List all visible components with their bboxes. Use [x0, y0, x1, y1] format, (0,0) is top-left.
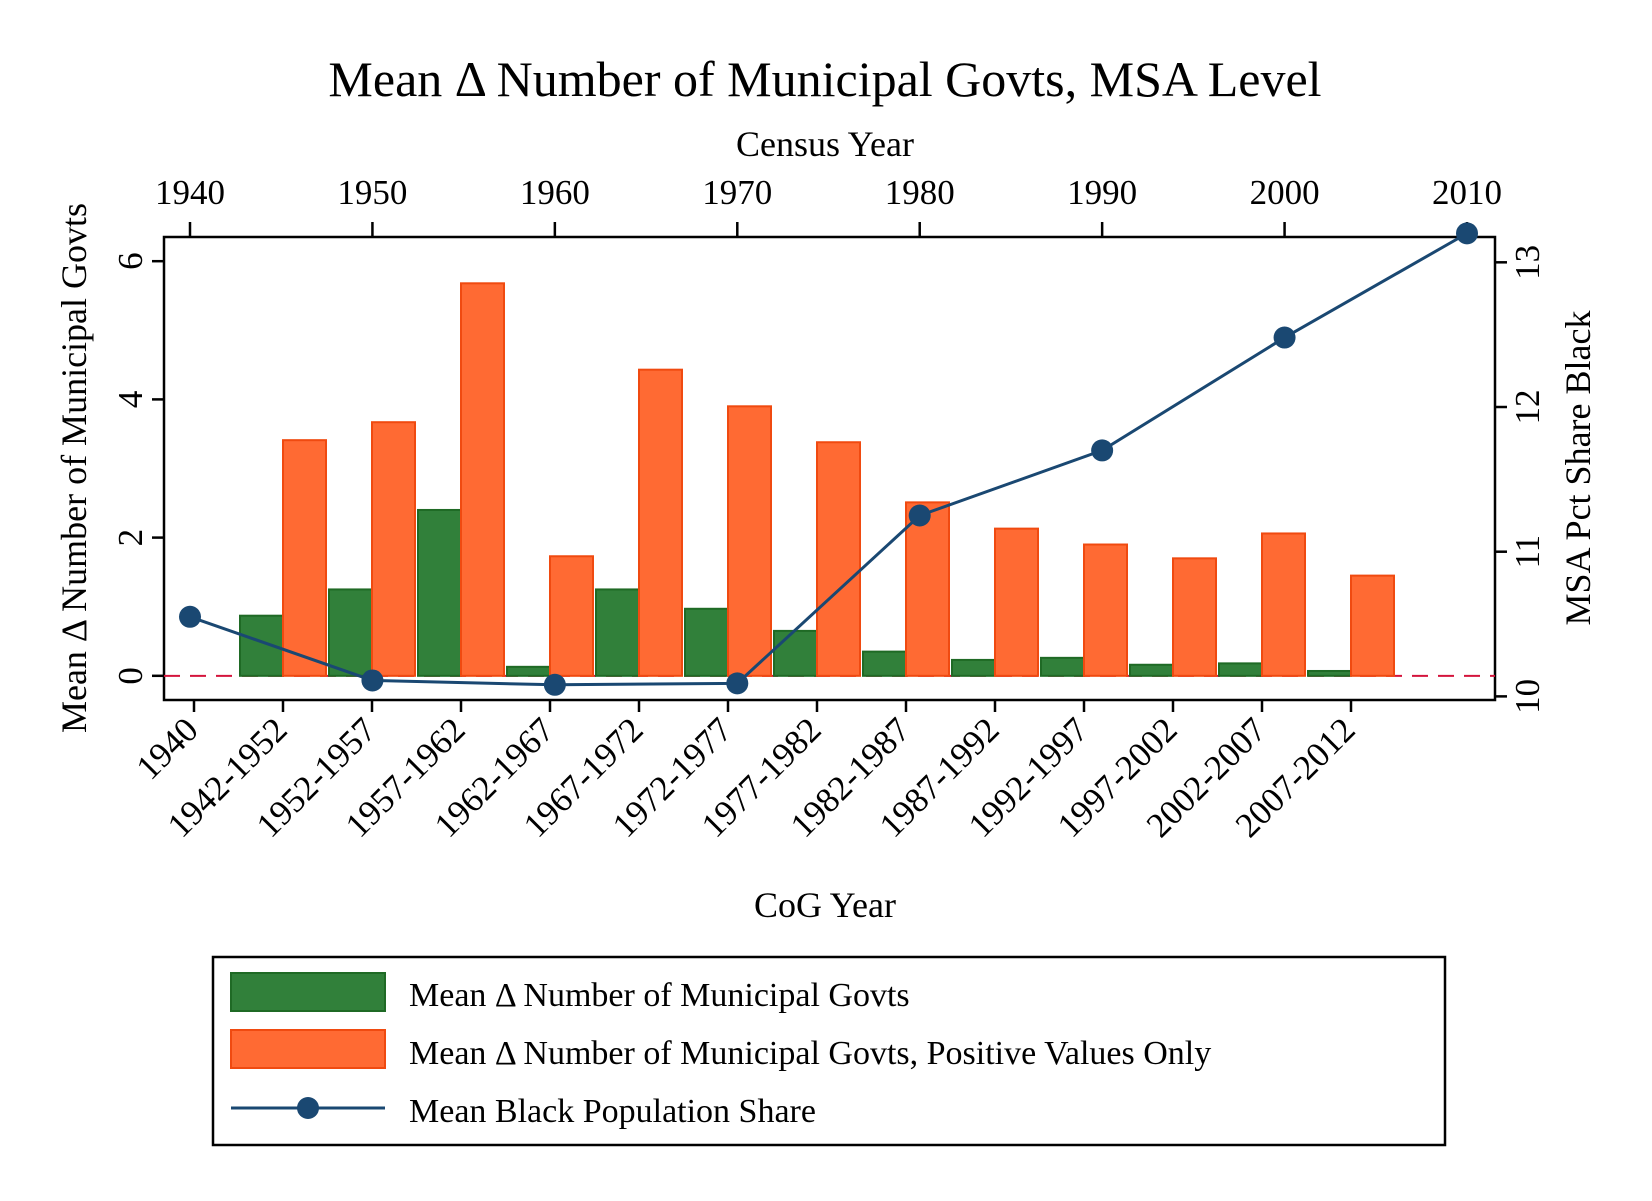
line-point — [1273, 326, 1296, 349]
bar-positive-change — [1172, 557, 1217, 677]
bar-positive-change — [905, 501, 950, 677]
bar-positive-change — [638, 368, 683, 677]
bar-positive-change — [727, 405, 772, 677]
bar-positive-change — [371, 421, 416, 677]
line-point — [1456, 222, 1478, 245]
line-point — [543, 673, 566, 696]
bar-mean-change — [1040, 656, 1085, 677]
bar-positive-change — [282, 439, 327, 677]
y-axis: 0 2 4 6 — [111, 252, 164, 685]
legend-label: Mean Δ Number of Municipal Govts, Positi… — [409, 1035, 1211, 1072]
x-axis-title: CoG Year — [754, 885, 896, 925]
bar-mean-change — [684, 607, 729, 677]
x-axis: 19401942-19521952-19571957-19621962-1967… — [129, 700, 1363, 845]
plot-frame — [162, 235, 1497, 702]
legend: Mean Δ Number of Municipal Govts Mean Δ … — [211, 955, 1447, 1147]
x-tick-label: 1940 — [129, 710, 206, 787]
bar-positive-change — [549, 555, 594, 677]
legend-label: Mean Δ Number of Municipal Govts — [409, 977, 910, 1014]
legend-frame — [211, 955, 1447, 1147]
y-tick-label: 0 — [111, 667, 150, 685]
y2-axis: 10 11 12 13 — [1495, 245, 1547, 714]
x2-tick-label: 1940 — [155, 173, 225, 212]
bar-mean-change — [773, 629, 818, 677]
x2-axis: 1940 1950 1960 1970 1980 1990 2000 2010 — [155, 173, 1502, 237]
bar-mean-change — [862, 650, 907, 677]
bar-positive-change — [1350, 574, 1395, 677]
line-point — [908, 504, 931, 527]
y2-tick-label: 13 — [1508, 245, 1547, 280]
line-point — [1091, 439, 1114, 462]
bar-positive-change — [816, 441, 861, 677]
y-tick-label: 6 — [111, 252, 150, 270]
x2-tick-label: 2000 — [1250, 173, 1320, 212]
legend-swatch-green — [230, 972, 386, 1012]
y-axis-title: Mean Δ Number of Municipal Govts — [54, 203, 94, 733]
legend-swatch-orange — [230, 1029, 386, 1069]
bar-mean-change — [1307, 669, 1352, 677]
bar-mean-change — [506, 665, 551, 677]
bar-mean-change — [1129, 663, 1174, 677]
bar-mean-change — [328, 588, 373, 677]
bar-mean-change — [595, 588, 640, 677]
y2-axis-title: MSA Pct Share Black — [1558, 311, 1598, 626]
chart-title: Mean Δ Number of Municipal Govts, MSA Le… — [328, 51, 1321, 107]
bar-positive-change — [994, 527, 1039, 677]
y2-tick-label: 12 — [1508, 390, 1547, 425]
bars — [239, 282, 1395, 677]
x2-tick-label: 1970 — [702, 173, 772, 212]
y-tick-label: 4 — [111, 391, 150, 409]
y2-tick-label: 11 — [1508, 535, 1547, 569]
bar-positive-change — [1083, 543, 1128, 677]
x2-tick-label: 1990 — [1067, 173, 1137, 212]
bar-mean-change — [417, 508, 462, 677]
x2-tick-label: 1980 — [885, 173, 955, 212]
line-point — [179, 605, 201, 628]
y2-tick-label: 10 — [1508, 679, 1547, 714]
legend-label: Mean Black Population Share — [409, 1093, 816, 1130]
x2-tick-label: 1950 — [337, 173, 407, 212]
x2-tick-label: 1960 — [520, 173, 590, 212]
y-tick-label: 2 — [111, 529, 150, 547]
line-series — [179, 222, 1478, 696]
legend-line-marker — [297, 1097, 319, 1119]
bar-positive-change — [1261, 532, 1306, 677]
bar-mean-change — [1218, 662, 1263, 677]
line-black-share — [189, 232, 1468, 687]
line-point — [726, 672, 749, 695]
line-point — [361, 669, 384, 692]
bar-mean-change — [951, 658, 996, 677]
bar-positive-change — [460, 282, 505, 677]
x2-tick-label: 2010 — [1432, 173, 1502, 212]
x2-axis-title: Census Year — [736, 124, 914, 164]
